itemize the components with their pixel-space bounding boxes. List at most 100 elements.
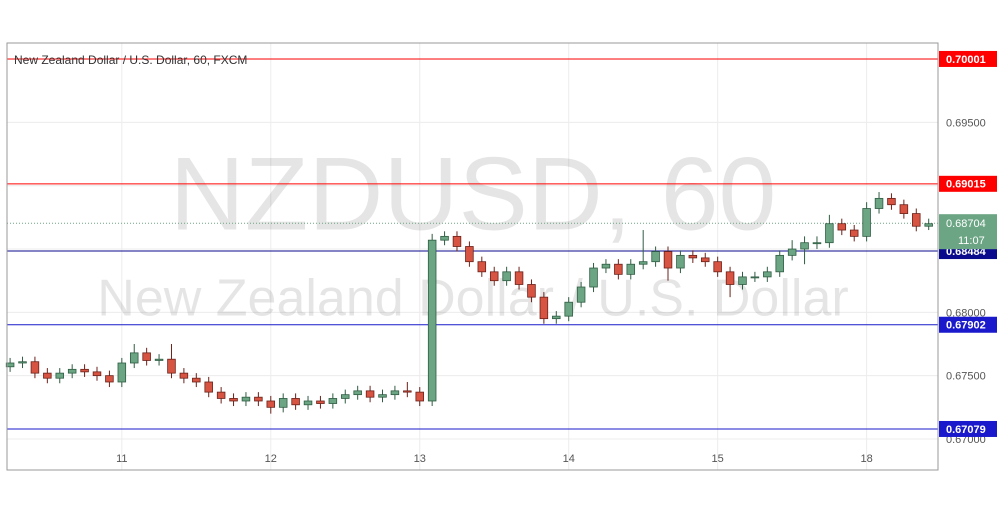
candle-body [403, 390, 412, 393]
x-tick-label: 14 [563, 453, 575, 465]
candle-body [427, 239, 437, 402]
candle-body [92, 371, 102, 377]
candle-body [303, 400, 313, 406]
candle-body [341, 394, 350, 399]
candle-body [614, 263, 623, 275]
candle-body [688, 254, 698, 259]
candle-body [552, 315, 561, 320]
candle-body [539, 296, 549, 320]
candle-body [812, 242, 822, 245]
candle-body [862, 208, 871, 237]
candle-body [638, 261, 648, 265]
last-price-label: 0.68704 [946, 218, 986, 230]
candle-body [663, 251, 673, 269]
candle-body [365, 390, 375, 398]
candle-body [43, 372, 52, 379]
grid [7, 43, 938, 470]
candle-body [837, 223, 847, 231]
candle-body [912, 213, 921, 227]
level-label-box [939, 50, 997, 67]
candle-body [415, 391, 424, 402]
candle-body [713, 261, 722, 273]
time-left-label: 11:07 [958, 235, 985, 247]
candle-body [353, 390, 362, 396]
candle-body [452, 235, 462, 247]
candle-body [5, 362, 15, 368]
level-label: 0.69015 [946, 179, 986, 191]
candle-body [229, 398, 238, 402]
candle-body [154, 358, 164, 361]
candle-body [167, 358, 176, 374]
candle-body [192, 377, 201, 383]
level-label: 0.67079 [946, 424, 986, 436]
candle-body [651, 251, 660, 263]
x-tick-label: 18 [860, 453, 872, 465]
level-label: 0.70001 [946, 54, 986, 66]
candle-body [576, 286, 586, 303]
candle-body [254, 396, 263, 402]
candle-body [216, 391, 226, 399]
chart-title: New Zealand Dollar / U.S. Dollar, 60, FX… [14, 53, 247, 67]
candle-body [390, 390, 400, 396]
candle-body [378, 394, 387, 398]
candle-body [30, 361, 40, 374]
candle-body [117, 362, 127, 383]
y-tick-label: 0.67500 [946, 371, 986, 383]
candle-body [465, 246, 474, 263]
last-price-box [939, 214, 997, 250]
candle-body [800, 242, 809, 250]
candle-body [477, 261, 487, 273]
y-tick-label: 0.69500 [946, 117, 986, 129]
candle-body [105, 375, 114, 383]
candle-body [589, 267, 598, 288]
watermark: NZDUSD, 60 [170, 136, 777, 252]
candle-body [291, 398, 300, 406]
candle-body [924, 223, 933, 227]
candle-body [899, 204, 909, 214]
candle-body [489, 271, 499, 282]
candle-body [502, 271, 511, 282]
candle-body [80, 368, 89, 373]
candle-body [750, 276, 760, 279]
x-tick-label: 12 [265, 453, 277, 465]
candle-body [266, 400, 276, 408]
candle-body [787, 248, 797, 256]
level-label: 0.67902 [946, 320, 986, 332]
candle-body [527, 284, 536, 298]
candle-body [55, 372, 65, 379]
candle-body [725, 271, 735, 285]
candle-body [142, 352, 151, 361]
candle-body [241, 396, 251, 402]
candle-body [316, 400, 325, 404]
candle-body [328, 398, 338, 404]
level-label-box [939, 420, 997, 437]
candle-body [564, 301, 573, 317]
candle-body [887, 197, 896, 206]
y-tick-label: 0.68000 [946, 307, 986, 319]
candle-body [763, 271, 772, 278]
x-tick-label: 13 [414, 453, 426, 465]
candle-body [278, 398, 288, 408]
candle-body [849, 229, 859, 237]
candle-body [514, 271, 524, 285]
candle-body [825, 223, 834, 244]
x-tick-label: 15 [712, 453, 724, 465]
candle-body [738, 276, 747, 285]
candle-body [874, 197, 884, 209]
level-label-box [939, 175, 997, 192]
candle-body [204, 381, 213, 393]
candle-body [129, 352, 139, 364]
candle-body [775, 254, 784, 273]
candle-body [701, 257, 710, 263]
candle-body [18, 361, 27, 364]
axis: 0.670000.675000.680000.685000.690000.695… [116, 50, 997, 465]
x-tick-label: 11 [116, 453, 127, 465]
candle-body [179, 372, 189, 379]
candles [5, 192, 933, 414]
candle-body [676, 254, 685, 269]
level-label-box [939, 316, 997, 333]
candle-body [440, 235, 449, 241]
